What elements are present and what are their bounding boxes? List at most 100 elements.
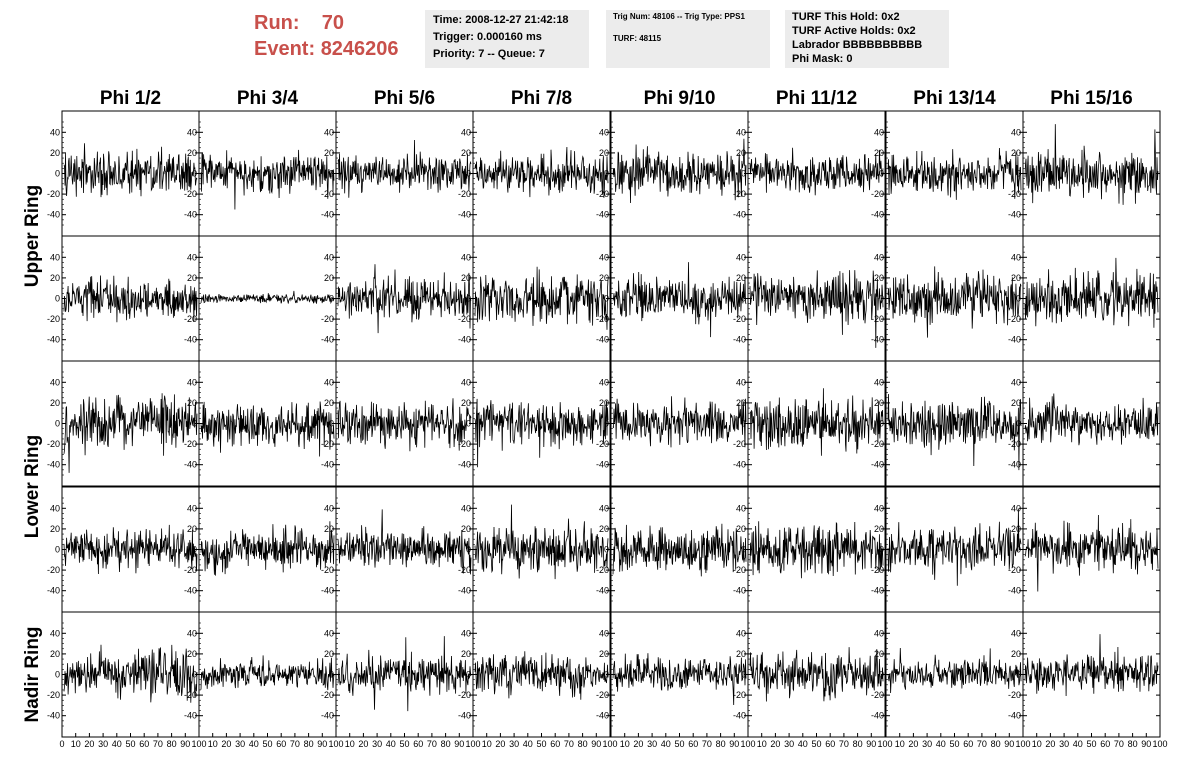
waveform-trace [612, 653, 747, 706]
y-tick-label: -20 [733, 314, 746, 324]
x-tick-label: 90 [591, 739, 601, 749]
event-label: Event: [254, 38, 316, 60]
x-tick-label: 40 [523, 739, 533, 749]
x-tick-label: 100 [1152, 739, 1167, 749]
y-tick-label: 20 [874, 524, 884, 534]
x-tick-label: 50 [1086, 739, 1096, 749]
x-tick-label: 100 [740, 739, 755, 749]
y-tick-label: -40 [47, 586, 60, 596]
turf-this-hold-text: TURF This Hold: 0x2 [792, 11, 900, 23]
y-tick-label: 0 [741, 419, 746, 429]
y-tick-label: 20 [324, 524, 334, 534]
run-line: Run: 70 [254, 10, 399, 36]
x-tick-label: 90 [866, 739, 876, 749]
y-tick-label: -20 [733, 439, 746, 449]
y-tick-label: 40 [187, 628, 197, 638]
waveform-trace [474, 504, 609, 580]
waveform-trace [200, 655, 335, 691]
y-tick-label: -40 [458, 711, 471, 721]
y-tick-label: 0 [466, 419, 471, 429]
y-tick-label: 40 [461, 252, 471, 262]
y-tick-label: 0 [192, 169, 197, 179]
y-tick-label: 40 [187, 252, 197, 262]
y-tick-label: -20 [458, 690, 471, 700]
y-tick-label: 40 [1011, 503, 1021, 513]
y-tick-label: 40 [461, 503, 471, 513]
waveform-trace [337, 264, 472, 334]
y-tick-label: 0 [192, 670, 197, 680]
y-tick-label: -40 [596, 586, 609, 596]
y-tick-label: 20 [461, 148, 471, 158]
x-tick-label: 50 [949, 739, 959, 749]
y-tick-label: 0 [55, 545, 60, 555]
y-tick-label: 20 [736, 398, 746, 408]
y-tick-label: 0 [329, 294, 334, 304]
waveform-trace [337, 509, 472, 575]
x-tick-label: 0 [59, 739, 64, 749]
y-tick-label: 20 [736, 273, 746, 283]
y-tick-label: 40 [324, 127, 334, 137]
y-tick-label: -20 [47, 690, 60, 700]
column-header: Phi 15/16 [1050, 88, 1132, 109]
x-tick-label: 60 [688, 739, 698, 749]
y-tick-label: 40 [50, 628, 60, 638]
y-tick-label: -20 [458, 189, 471, 199]
y-tick-label: 40 [324, 252, 334, 262]
y-tick-label: 0 [604, 545, 609, 555]
waveform-trace [63, 644, 198, 703]
y-tick-label: 0 [1016, 670, 1021, 680]
y-tick-label: -20 [596, 189, 609, 199]
turf-info-panel: TURF This Hold: 0x2 TURF Active Holds: 0… [785, 10, 949, 68]
y-tick-label: 20 [187, 649, 197, 659]
x-tick-label: 60 [276, 739, 286, 749]
y-tick-label: 0 [604, 670, 609, 680]
y-tick-label: 0 [55, 294, 60, 304]
x-tick-label: 10 [757, 739, 767, 749]
y-tick-label: 0 [879, 419, 884, 429]
x-tick-label: 70 [702, 739, 712, 749]
waveform-trace [887, 266, 1022, 338]
waveform-trace [887, 647, 1022, 694]
y-tick-label: 20 [874, 273, 884, 283]
x-tick-label: 40 [798, 739, 808, 749]
y-tick-label: -20 [871, 314, 884, 324]
y-tick-label: 20 [324, 148, 334, 158]
waveform-trace [1024, 124, 1159, 205]
y-tick-label: 20 [736, 524, 746, 534]
event-line: Event: 8246206 [254, 36, 399, 62]
waveform-trace [749, 388, 884, 456]
y-tick-label: -20 [1008, 565, 1021, 575]
y-tick-label: 0 [466, 294, 471, 304]
y-tick-label: 20 [50, 148, 60, 158]
y-tick-label: 40 [50, 503, 60, 513]
y-tick-label: 20 [599, 524, 609, 534]
y-tick-label: 40 [1011, 628, 1021, 638]
panel-frame [335, 360, 474, 487]
waveform-trace [749, 147, 884, 196]
y-tick-label: -40 [871, 586, 884, 596]
run-label: Run: [254, 12, 300, 34]
trig-num-text: Trig Num: 48106 -- Trig Type: PPS1 [613, 12, 745, 21]
y-tick-label: 40 [599, 252, 609, 262]
y-tick-label: 40 [736, 628, 746, 638]
y-tick-label: -40 [184, 460, 197, 470]
waveform-trace [474, 146, 609, 198]
x-tick-label: 10 [71, 739, 81, 749]
y-tick-label: -40 [47, 460, 60, 470]
y-tick-label: -20 [321, 690, 334, 700]
x-tick-label: 30 [98, 739, 108, 749]
y-tick-label: -20 [596, 439, 609, 449]
y-tick-label: -40 [184, 210, 197, 220]
y-tick-label: 20 [599, 273, 609, 283]
x-tick-label: 20 [908, 739, 918, 749]
x-tick-label: 70 [839, 739, 849, 749]
y-tick-label: -20 [596, 690, 609, 700]
y-tick-label: -40 [458, 335, 471, 345]
waveform-trace [1024, 634, 1159, 697]
waveform-trace [63, 524, 198, 575]
waveform-trace [749, 270, 884, 348]
x-tick-label: 30 [922, 739, 932, 749]
waveform-trace [1024, 514, 1159, 592]
x-tick-label: 50 [262, 739, 272, 749]
y-tick-label: 0 [879, 294, 884, 304]
